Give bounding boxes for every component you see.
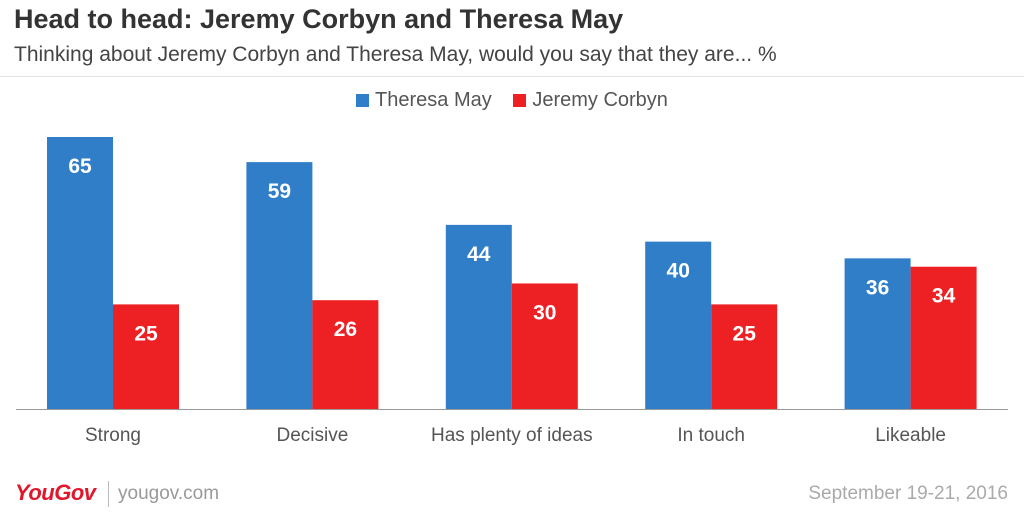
legend-item-theresa-may: Theresa May	[356, 89, 492, 112]
bar-theresa-may	[844, 258, 911, 409]
category-label: Has plenty of ideas	[431, 425, 593, 446]
bar-jeremy-corbyn	[711, 304, 778, 409]
legend: Theresa May Jeremy Corbyn	[0, 89, 1024, 113]
bar-theresa-may	[47, 137, 113, 409]
bar-theresa-may	[645, 241, 712, 409]
bar-jeremy-corbyn	[910, 266, 977, 409]
category-label: Decisive	[276, 425, 348, 446]
bar-chart: 65 25 Strong 59 26 Decisive 44 30 Has plenty of …	[16, 137, 1008, 446]
data-label-theresa-may: 40	[667, 260, 690, 283]
footer-url: yougov.com	[118, 483, 220, 504]
data-label-jeremy-corbyn: 25	[733, 322, 757, 345]
header-divider	[0, 76, 1024, 77]
data-label-jeremy-corbyn: 34	[932, 285, 956, 308]
data-label-jeremy-corbyn: 30	[533, 301, 556, 324]
fieldwork-date: September 19-21, 2016	[808, 483, 1008, 504]
bar-jeremy-corbyn	[113, 304, 179, 409]
legend-label-theresa-may: Theresa May	[375, 89, 492, 111]
bar-jeremy-corbyn	[312, 300, 379, 409]
chart-title: Head to head: Jeremy Corbyn and Theresa …	[14, 4, 624, 34]
footer-separator	[108, 481, 109, 507]
category-label: In touch	[677, 425, 745, 446]
category-label: Likeable	[875, 425, 946, 446]
data-label-theresa-may: 59	[268, 180, 291, 203]
chart-subtitle: Thinking about Jeremy Corbyn and Theresa…	[14, 43, 777, 66]
legend-label-jeremy-corbyn: Jeremy Corbyn	[532, 89, 668, 111]
legend-swatch-theresa-may	[356, 94, 370, 107]
category-label: Strong	[85, 425, 141, 446]
legend-swatch-jeremy-corbyn	[513, 94, 527, 107]
legend-item-jeremy-corbyn: Jeremy Corbyn	[513, 89, 668, 112]
bar-jeremy-corbyn	[511, 283, 578, 409]
bar-theresa-may	[445, 224, 512, 409]
data-label-jeremy-corbyn: 25	[134, 322, 158, 345]
yougov-logo: YouGov	[15, 480, 96, 505]
data-label-theresa-may: 65	[68, 155, 92, 178]
data-label-theresa-may: 44	[467, 243, 491, 266]
data-label-theresa-may: 36	[866, 276, 889, 299]
bar-theresa-may	[246, 162, 313, 409]
data-label-jeremy-corbyn: 26	[334, 318, 357, 341]
